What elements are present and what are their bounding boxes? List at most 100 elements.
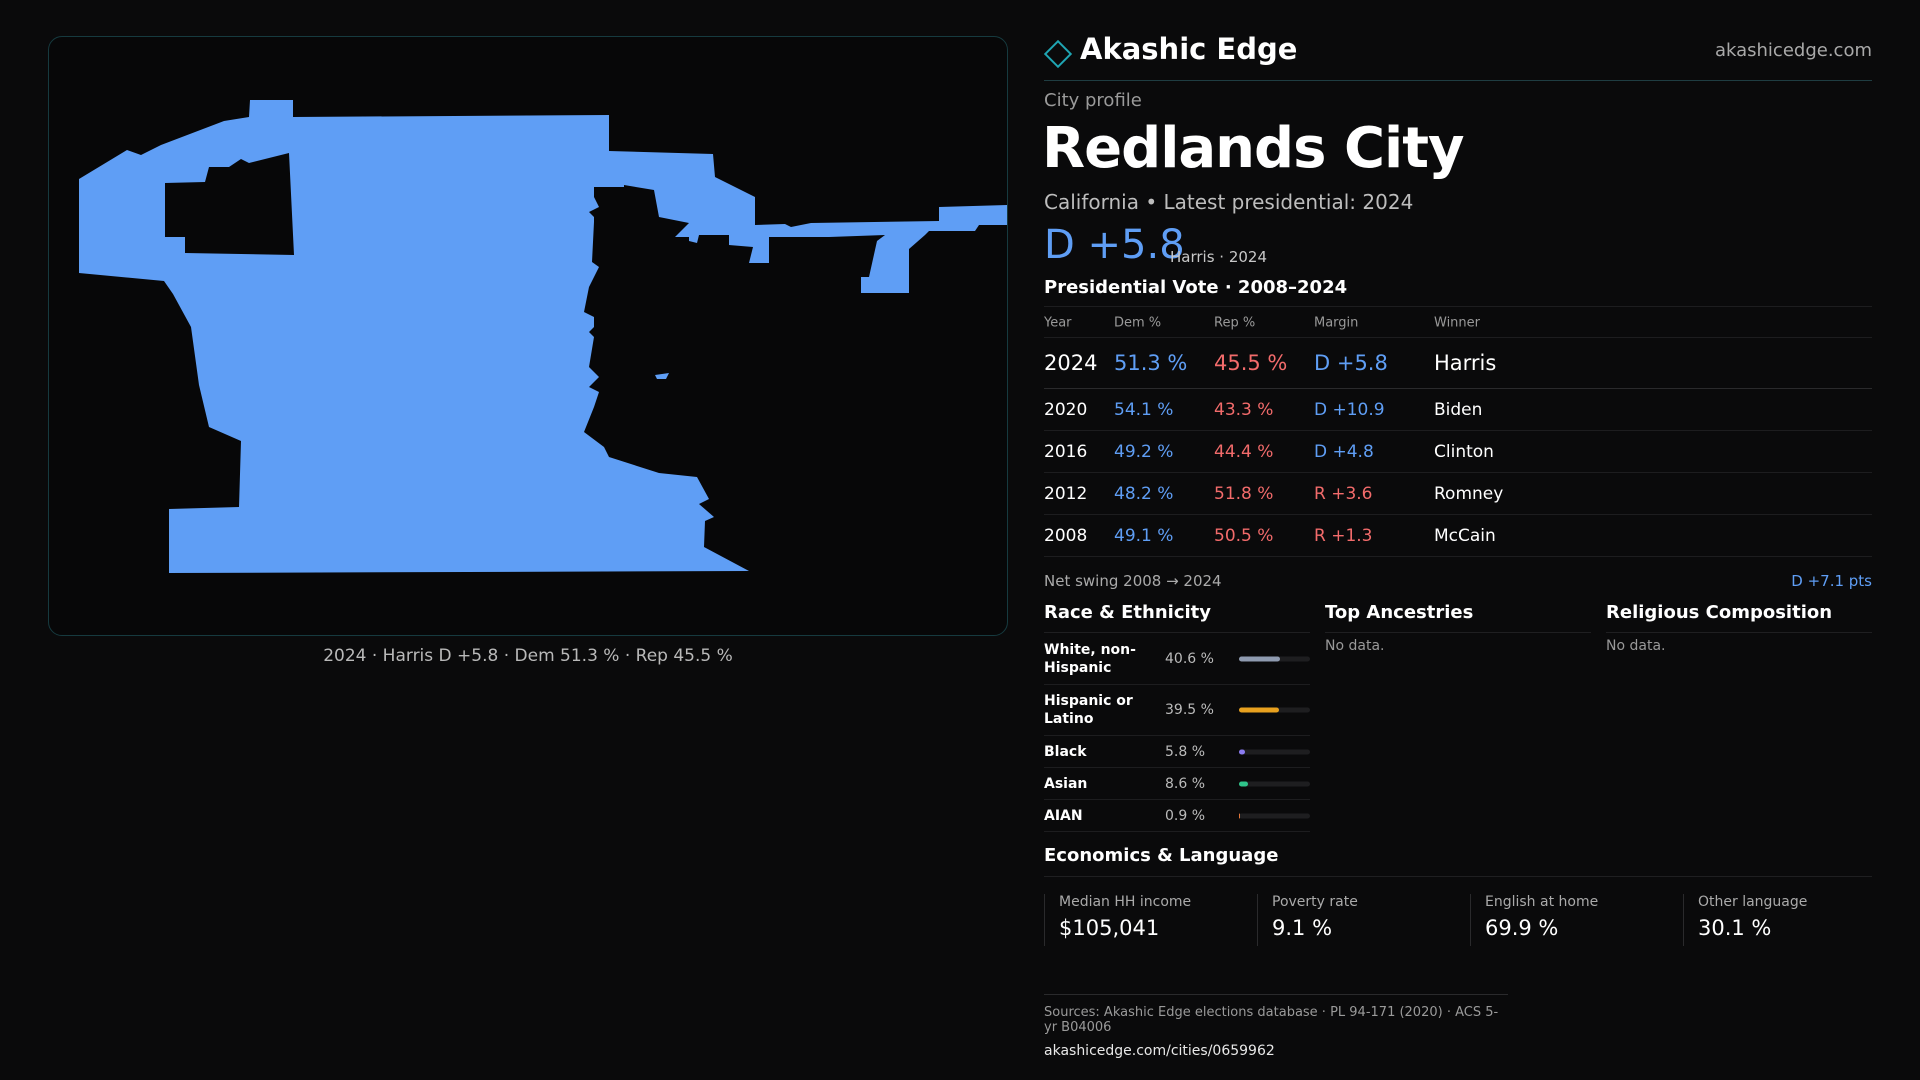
row-dem: 49.1 %: [1114, 525, 1174, 546]
econ-value: 9.1 %: [1272, 916, 1333, 940]
race-pct: 40.6 %: [1165, 651, 1214, 667]
table-row: 2020 54.1 % 43.3 % D +10.9 Biden: [1044, 389, 1872, 431]
row-rep: 50.5 %: [1214, 525, 1274, 546]
row-rep: 45.5 %: [1214, 351, 1288, 375]
table-row: 2008 49.1 % 50.5 % R +1.3 McCain: [1044, 515, 1872, 557]
latest-margin-note: Harris · 2024: [1170, 248, 1268, 266]
header-year: Year: [1044, 315, 1072, 331]
row-margin: R +1.3: [1314, 525, 1373, 546]
divider: [1044, 876, 1872, 877]
row-year: 2012: [1044, 483, 1088, 504]
table-row: 2016 49.2 % 44.4 % D +4.8 Clinton: [1044, 431, 1872, 473]
race-bar: [1239, 781, 1310, 786]
row-year: 2016: [1044, 441, 1088, 462]
race-bar: [1239, 707, 1310, 713]
header-margin: Margin: [1314, 315, 1359, 331]
econ-cell: English at home 69.9 %: [1470, 894, 1598, 946]
city-boundary-shape: [79, 100, 1007, 573]
econ-label: Other language: [1698, 894, 1808, 910]
econ-label: Median HH income: [1059, 894, 1192, 910]
race-label: Hispanic or Latino: [1044, 693, 1133, 727]
econ-label: Poverty rate: [1272, 894, 1358, 910]
race-label: White, non-Hispanic: [1044, 642, 1136, 676]
econ-cell: Median HH income $105,041: [1044, 894, 1191, 946]
row-margin: D +5.8: [1314, 351, 1388, 375]
vote-table-title: Presidential Vote · 2008–2024: [1044, 277, 1348, 298]
race-bar: [1239, 656, 1310, 662]
econ-cell: Other language 30.1 %: [1683, 894, 1807, 946]
table-header-row: Year Dem % Rep % Margin Winner: [1044, 307, 1872, 338]
race-pct: 39.5 %: [1165, 702, 1214, 718]
race-bar: [1239, 813, 1310, 818]
ancestries-empty: No data.: [1325, 638, 1385, 654]
row-dem: 51.3 %: [1114, 351, 1188, 375]
race-bar-fill: [1239, 707, 1280, 713]
page-url-link[interactable]: akashicedge.com/cities/0659962: [1044, 1043, 1275, 1059]
row-winner: Romney: [1434, 483, 1504, 504]
race-pct: 0.9 %: [1165, 807, 1206, 824]
row-dem: 54.1 %: [1114, 399, 1174, 420]
city-map[interactable]: [48, 36, 1008, 636]
row-rep: 51.8 %: [1214, 483, 1274, 504]
brand-name: Akashic Edge: [1080, 32, 1298, 66]
race-bar: [1239, 749, 1310, 754]
row-winner: Harris: [1434, 351, 1497, 375]
econ-value: $105,041: [1059, 916, 1160, 940]
race-bar-fill: [1239, 749, 1245, 754]
row-margin: D +10.9: [1314, 399, 1385, 420]
econ-cell: Poverty rate 9.1 %: [1257, 894, 1358, 946]
city-boundary-map: [79, 100, 1007, 573]
race-label: AIAN: [1044, 807, 1083, 824]
brand-header: Akashic Edge akashicedge.com: [1043, 30, 1872, 81]
race-list: White, non-Hispanic 40.6 % Hispanic or L…: [1044, 634, 1310, 832]
header-winner: Winner: [1434, 315, 1481, 331]
page-subtitle: California • Latest presidential: 2024: [1044, 190, 1414, 214]
row-year: 2024: [1044, 351, 1098, 375]
row-margin: R +3.6: [1314, 483, 1373, 504]
econ-value: 69.9 %: [1485, 916, 1559, 940]
vote-table: Year Dem % Rep % Margin Winner 2024 51.3…: [1044, 306, 1872, 557]
row-margin: D +4.8: [1314, 441, 1374, 462]
latest-margin: D +5.8: [1044, 222, 1185, 268]
list-item: Hispanic or Latino 39.5 %: [1044, 685, 1310, 736]
religion-empty: No data.: [1606, 638, 1666, 654]
row-winner: Clinton: [1434, 441, 1494, 462]
net-swing-label: Net swing 2008 → 2024: [1044, 572, 1222, 590]
row-rep: 44.4 %: [1214, 441, 1274, 462]
row-dem: 49.2 %: [1114, 441, 1174, 462]
econ-label: English at home: [1485, 894, 1599, 910]
map-caption: 2024 · Harris D +5.8 · Dem 51.3 % · Rep …: [323, 646, 733, 666]
diamond-logo-icon: [1043, 39, 1073, 69]
page-eyebrow: City profile: [1044, 90, 1142, 111]
row-winner: Biden: [1434, 399, 1483, 420]
list-item: Asian 8.6 %: [1044, 768, 1310, 800]
race-bar-fill: [1239, 813, 1241, 818]
list-item: Black 5.8 %: [1044, 736, 1310, 768]
race-bar-fill: [1239, 781, 1248, 786]
race-label: Black: [1044, 743, 1087, 760]
economics-section-title: Economics & Language: [1044, 845, 1279, 866]
race-pct: 5.8 %: [1165, 743, 1206, 760]
net-swing-row: Net swing 2008 → 2024 D +7.1 pts: [1044, 572, 1872, 590]
table-row: 2012 48.2 % 51.8 % R +3.6 Romney: [1044, 473, 1872, 515]
list-item: White, non-Hispanic 40.6 %: [1044, 634, 1310, 685]
sources-footer: Sources: Akashic Edge elections database…: [1044, 994, 1508, 1059]
row-rep: 43.3 %: [1214, 399, 1274, 420]
brand-url-link[interactable]: akashicedge.com: [1714, 40, 1872, 61]
econ-value: 30.1 %: [1698, 916, 1772, 940]
ancestries-section-title: Top Ancestries: [1325, 602, 1591, 633]
religion-section-title: Religious Composition: [1606, 602, 1872, 633]
race-label: Asian: [1044, 775, 1088, 792]
header-rep: Rep %: [1214, 315, 1256, 331]
header-dem: Dem %: [1114, 315, 1162, 331]
row-winner: McCain: [1434, 525, 1496, 546]
net-swing-value: D +7.1 pts: [1791, 572, 1872, 590]
sources-text: Sources: Akashic Edge elections database…: [1044, 1005, 1499, 1035]
city-enclave-shape: [655, 373, 669, 379]
list-item: AIAN 0.9 %: [1044, 800, 1310, 832]
row-year: 2008: [1044, 525, 1088, 546]
race-bar-fill: [1239, 656, 1281, 662]
page-title: Redlands City: [1042, 116, 1465, 181]
row-year: 2020: [1044, 399, 1088, 420]
race-section-title: Race & Ethnicity: [1044, 602, 1310, 633]
